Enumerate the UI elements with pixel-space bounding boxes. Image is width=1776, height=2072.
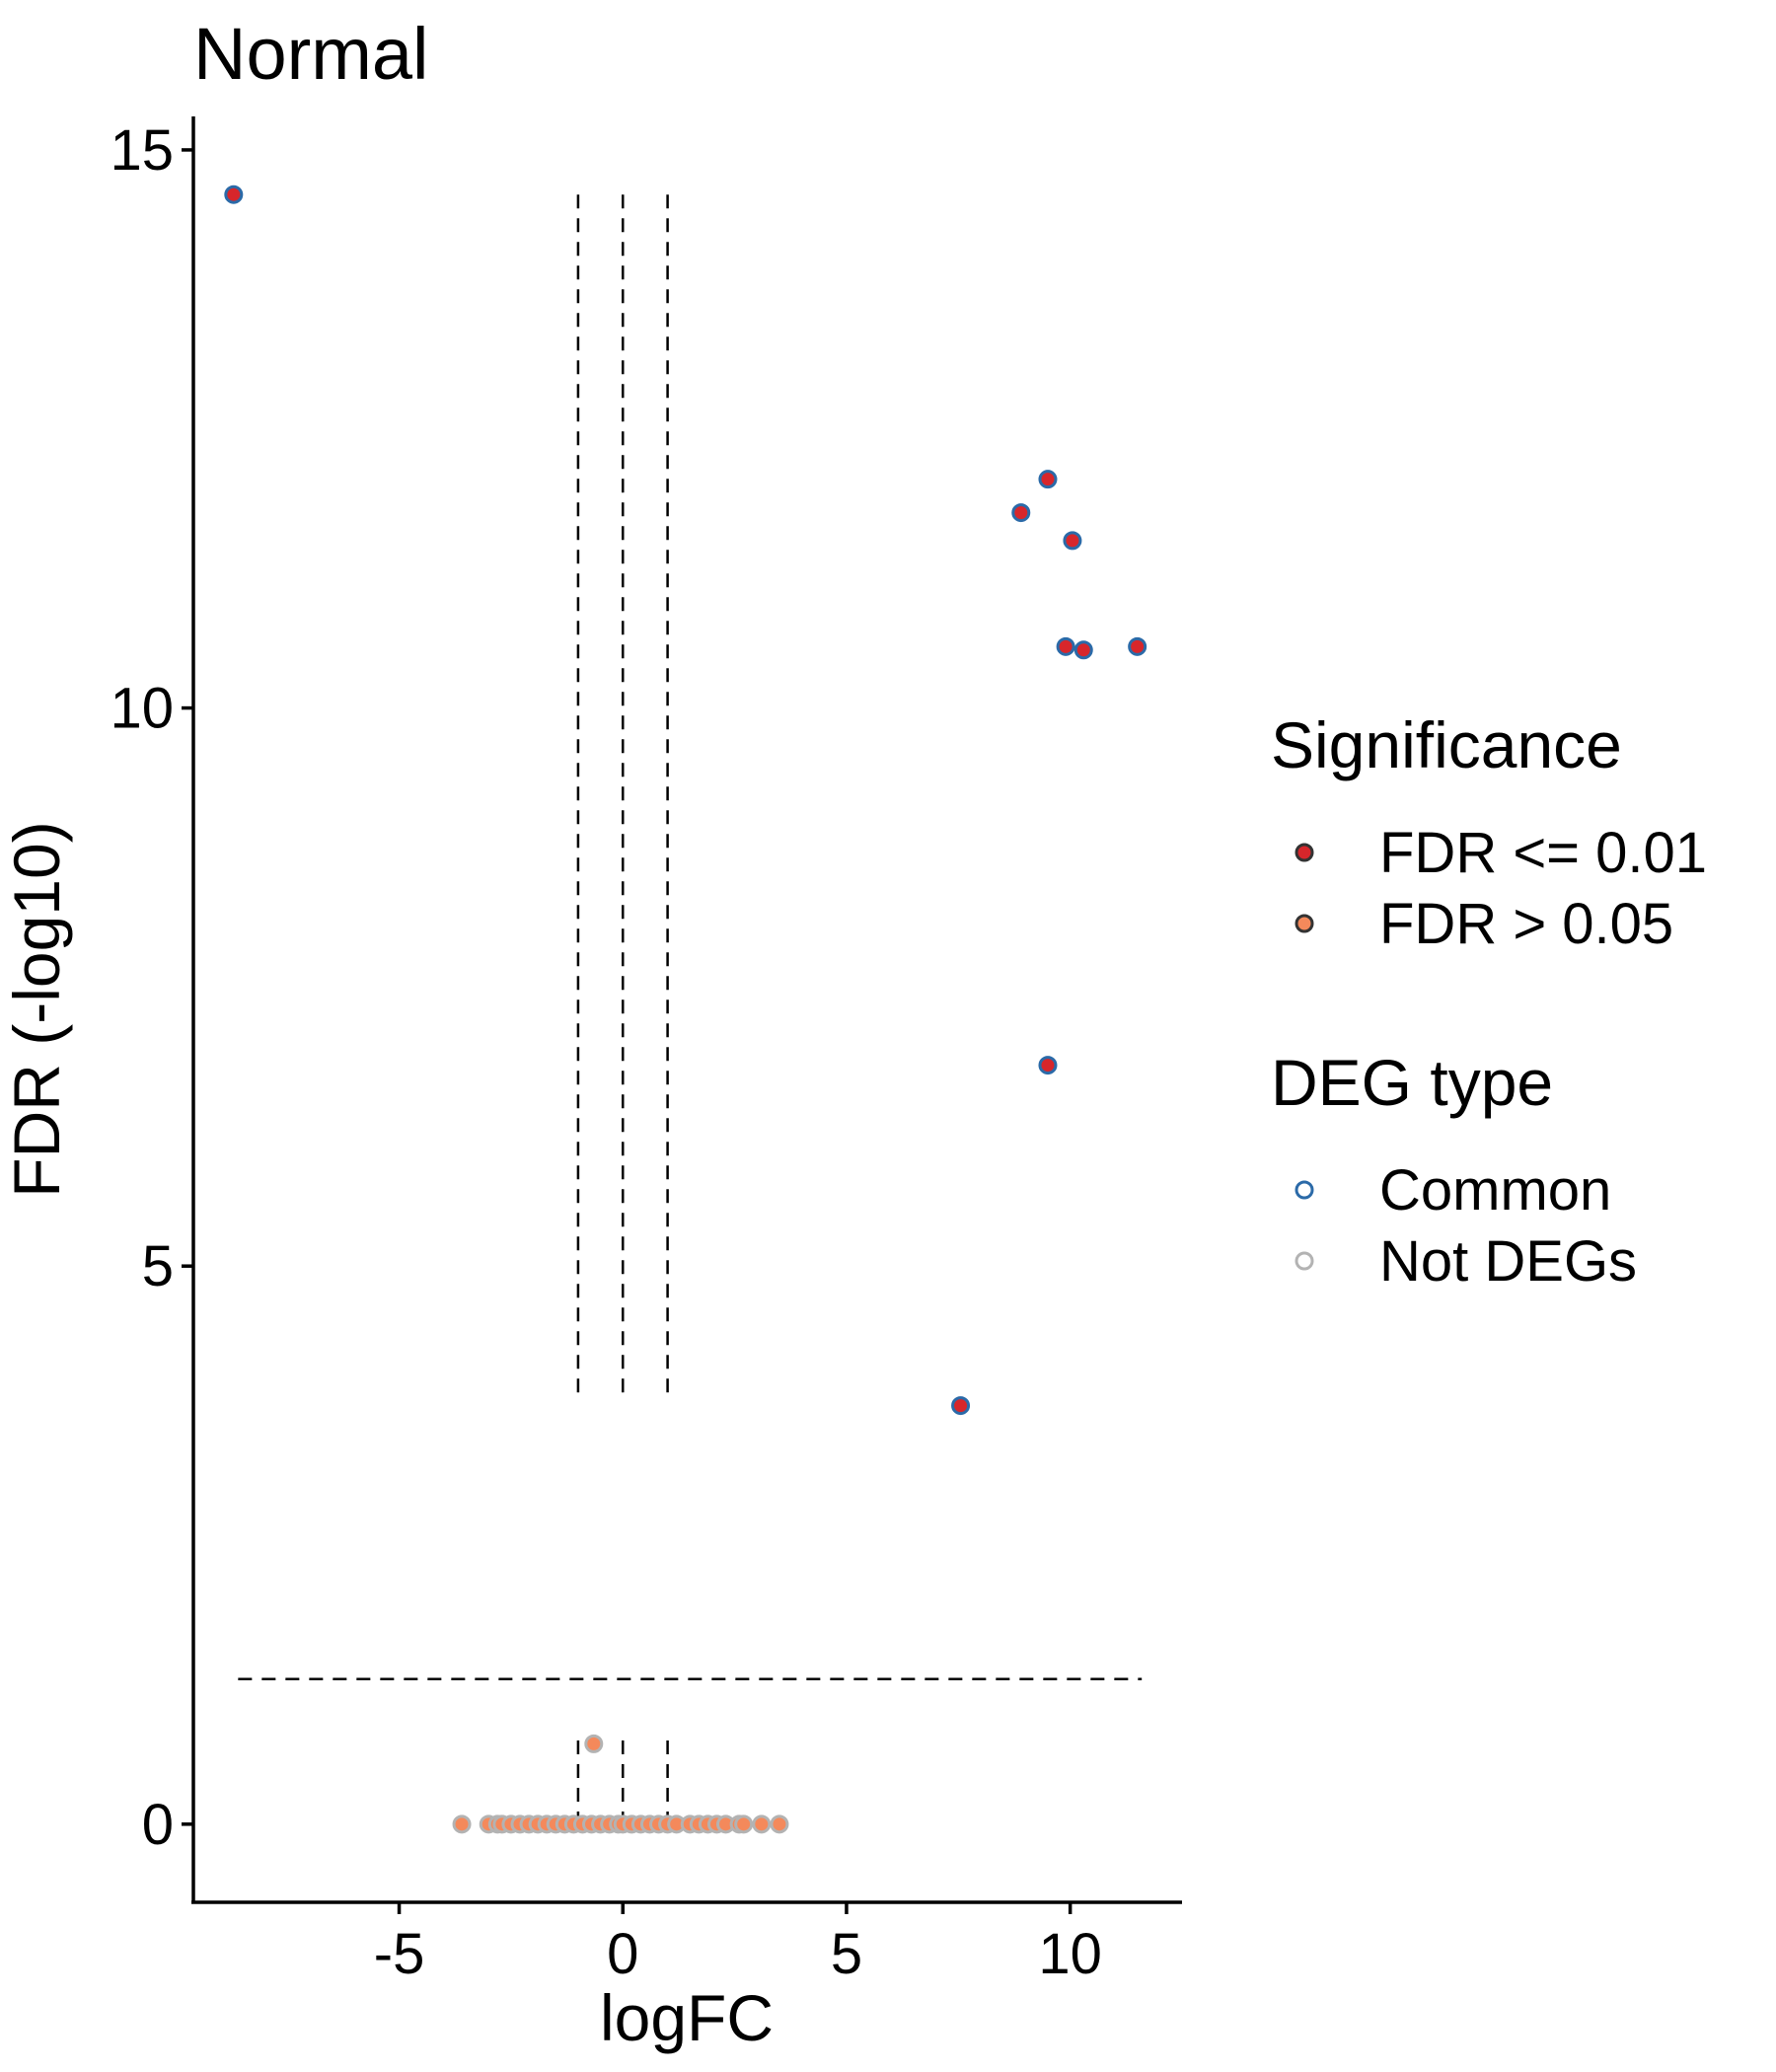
y-tick-label: 5 bbox=[142, 1234, 174, 1298]
y-tick-label: 0 bbox=[142, 1793, 174, 1857]
data-point bbox=[1011, 503, 1031, 523]
data-point bbox=[770, 1814, 789, 1834]
chart-title: Normal bbox=[193, 13, 428, 95]
y-axis-title: FDR (-log10) bbox=[0, 821, 73, 1197]
legend-title: Significance bbox=[1271, 708, 1622, 781]
legend-label: FDR <= 0.01 bbox=[1379, 821, 1707, 885]
data-point bbox=[224, 185, 244, 204]
data-point bbox=[1038, 1056, 1058, 1075]
y-axis-ticks: 0 5 10 15 bbox=[110, 118, 193, 1857]
legend-key bbox=[1295, 1251, 1314, 1271]
data-point bbox=[1063, 531, 1082, 551]
x-tick-label: 5 bbox=[831, 1922, 862, 1986]
x-tick-label: 10 bbox=[1038, 1922, 1102, 1986]
data-point bbox=[734, 1814, 754, 1834]
data-point bbox=[584, 1734, 604, 1753]
legend-key bbox=[1295, 1180, 1314, 1200]
legend-key bbox=[1295, 914, 1314, 933]
reference-lines bbox=[238, 194, 1143, 1824]
data-point bbox=[452, 1814, 472, 1834]
x-tick-label: -5 bbox=[374, 1922, 425, 1986]
legend-label: Not DEGs bbox=[1379, 1229, 1637, 1294]
x-axis-ticks: -5 0 5 10 bbox=[374, 1902, 1102, 1986]
data-points bbox=[224, 185, 1147, 1834]
legend-title: DEG type bbox=[1271, 1046, 1553, 1119]
x-axis-title: logFC bbox=[600, 1981, 774, 2054]
data-point bbox=[1056, 636, 1075, 656]
legend-label: Common bbox=[1379, 1158, 1611, 1222]
data-point bbox=[1038, 470, 1058, 489]
data-point bbox=[752, 1814, 772, 1834]
data-point bbox=[1073, 640, 1093, 660]
y-tick-label: 15 bbox=[110, 118, 174, 183]
data-point bbox=[1128, 636, 1147, 656]
data-point bbox=[951, 1396, 971, 1416]
y-tick-label: 10 bbox=[110, 677, 174, 741]
x-tick-label: 0 bbox=[607, 1922, 638, 1986]
legend: Significance FDR <= 0.01 FDR > 0.05 DEG typ… bbox=[1271, 708, 1707, 1294]
legend-key bbox=[1295, 843, 1314, 862]
legend-label: FDR > 0.05 bbox=[1379, 892, 1673, 956]
